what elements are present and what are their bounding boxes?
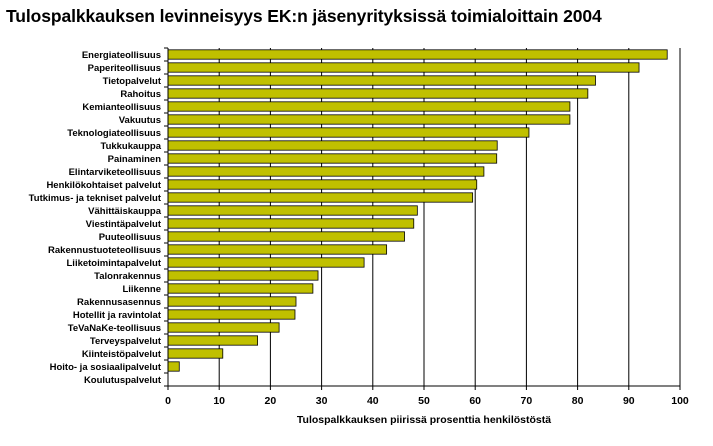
bar-13 (167, 205, 418, 216)
bar-11 (167, 179, 478, 190)
x-tick-label-40: 40 (367, 395, 379, 407)
bar-22 (167, 322, 280, 333)
bars (167, 49, 668, 372)
x-tick-label-60: 60 (469, 395, 481, 407)
bar-25 (167, 361, 180, 372)
category-label-25: Hoito- ja sosiaalipalvelut (50, 362, 162, 373)
bar-4 (167, 88, 589, 99)
category-label-22: TeVaNaKe-teollisuus (68, 323, 161, 334)
category-label-9: Painaminen (108, 154, 162, 165)
axes (164, 47, 681, 390)
bar-15 (167, 231, 405, 242)
category-label-11: Henkilökohtaiset palvelut (46, 180, 161, 191)
bar-16 (167, 244, 388, 255)
bar-6 (167, 114, 571, 125)
category-label-16: Rakennustuoteteollisuus (48, 245, 161, 256)
category-label-8: Tukkukauppa (100, 141, 161, 152)
bar-21 (167, 309, 296, 320)
category-label-7: Teknologiateollisuus (67, 128, 161, 139)
category-label-21: Hotellit ja ravintolat (73, 310, 162, 321)
category-label-19: Liikenne (122, 284, 161, 295)
category-label-24: Kiinteistöpalvelut (82, 349, 162, 360)
bar-5 (167, 101, 571, 112)
category-label-6: Vakuutus (119, 115, 161, 126)
category-label-1: Energiateollisuus (82, 50, 161, 61)
x-tick-label-50: 50 (418, 395, 430, 407)
bar-12 (167, 192, 474, 203)
bar-10 (167, 166, 485, 177)
category-label-18: Talonrakennus (94, 271, 161, 282)
category-label-3: Tietopalvelut (103, 76, 162, 87)
category-label-23: Terveyspalvelut (90, 336, 162, 347)
x-tick-label-70: 70 (521, 395, 533, 407)
category-label-10: Elintarviketeollisuus (69, 167, 161, 178)
bar-9 (167, 153, 498, 164)
category-label-14: Viestintäpalvelut (86, 219, 162, 230)
bar-2 (167, 62, 640, 73)
tick-labels: 0 10 20 30 40 50 60 70 80 90 100 (165, 395, 689, 407)
bar-7 (167, 127, 530, 138)
bar-8 (167, 140, 498, 151)
bar-14 (167, 218, 415, 229)
category-label-13: Vähittäiskauppa (88, 206, 162, 217)
bar-24 (167, 348, 224, 359)
category-label-26: Koulutuspalvelut (84, 375, 162, 386)
x-tick-label-0: 0 (165, 395, 171, 407)
category-labels: Energiateollisuus Paperiteollisuus Tietopa… (29, 50, 162, 386)
bar-18 (167, 270, 319, 281)
bar-23 (167, 335, 258, 346)
x-tick-label-20: 20 (265, 395, 277, 407)
x-tick-label-80: 80 (572, 395, 584, 407)
bar-3 (167, 75, 596, 86)
category-label-4: Rahoitus (120, 89, 161, 100)
category-label-12: Tutkimus- ja tekniset palvelut (29, 193, 162, 204)
chart-title: Tulospalkkauksen levinneisyys EK:n jäsen… (6, 6, 602, 26)
category-label-20: Rakennusasennus (77, 297, 161, 308)
bar-20 (167, 296, 297, 307)
x-tick-label-90: 90 (623, 395, 635, 407)
x-tick-label-10: 10 (213, 395, 225, 407)
grid-lines (218, 48, 681, 386)
category-label-15: Puuteollisuus (99, 232, 161, 243)
bar-17 (167, 257, 365, 268)
x-axis-label: Tulospalkkauksen piirissä prosenttia hen… (297, 414, 551, 426)
category-label-17: Liiketoimintapalvelut (67, 258, 162, 269)
category-label-5: Kemianteollisuus (82, 102, 161, 113)
bar-19 (167, 283, 314, 294)
bar-1 (167, 49, 668, 60)
x-tick-label-100: 100 (671, 395, 689, 407)
x-tick-label-30: 30 (316, 395, 328, 407)
category-label-2: Paperiteollisuus (88, 63, 161, 74)
